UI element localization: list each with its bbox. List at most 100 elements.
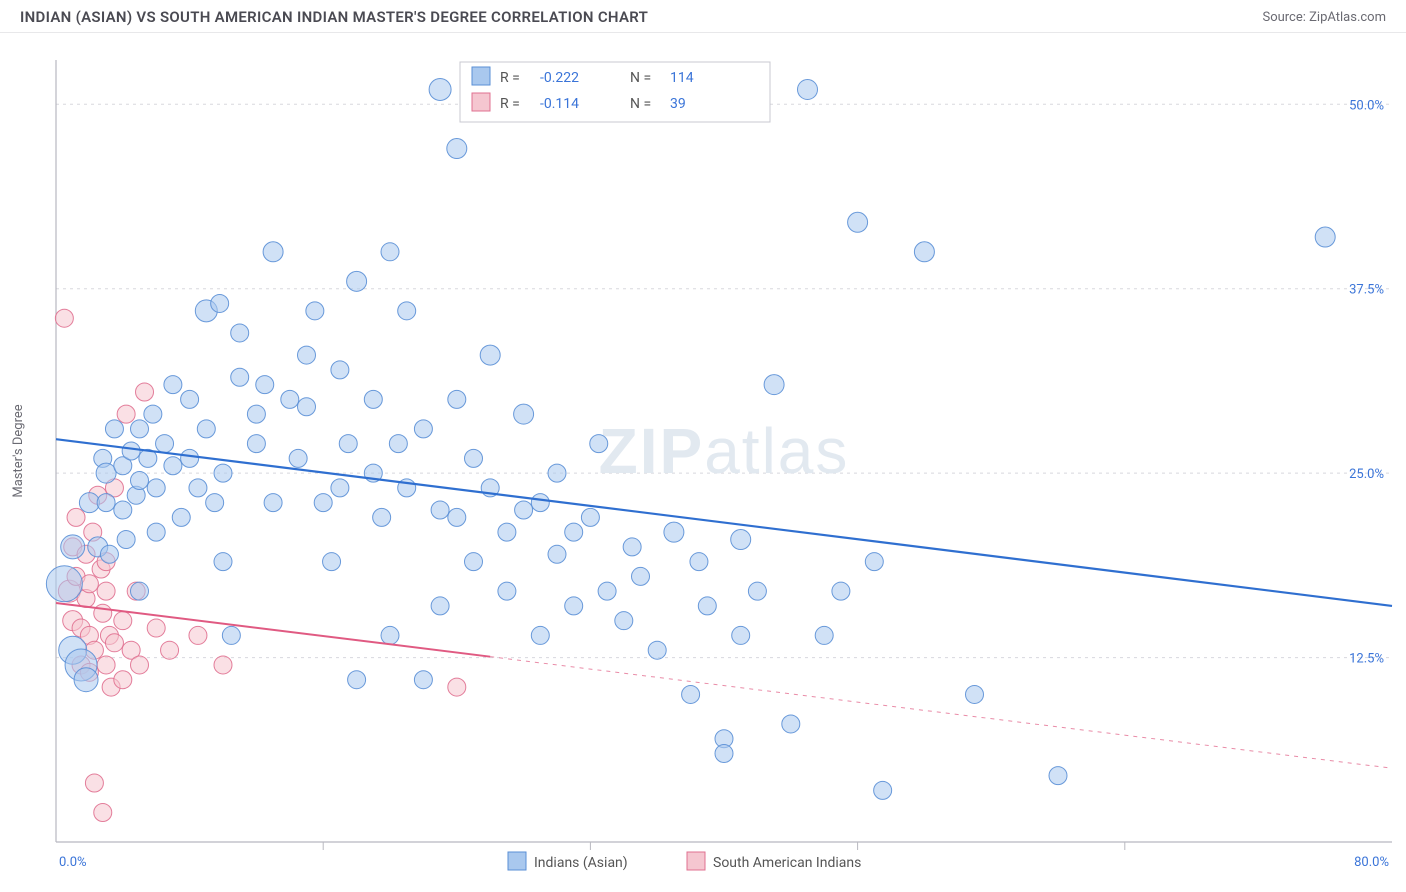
data-point <box>815 626 833 644</box>
data-point <box>581 508 599 526</box>
data-point <box>206 494 224 512</box>
data-point <box>147 523 165 541</box>
data-point <box>298 346 316 364</box>
data-point <box>161 641 179 659</box>
data-point <box>764 375 784 395</box>
data-point <box>117 531 135 549</box>
data-point <box>715 744 733 762</box>
data-point <box>698 597 716 615</box>
data-point <box>331 361 349 379</box>
chart-title: INDIAN (ASIAN) VS SOUTH AMERICAN INDIAN … <box>20 8 648 26</box>
legend-series-label: South American Indians <box>713 855 861 871</box>
data-point <box>381 626 399 644</box>
data-point <box>181 390 199 408</box>
data-point <box>465 553 483 571</box>
data-point <box>664 522 684 542</box>
data-point <box>211 294 229 312</box>
legend-r-label: R = <box>500 70 520 86</box>
data-point <box>381 243 399 261</box>
legend-swatch <box>687 852 705 870</box>
data-point <box>131 420 149 438</box>
data-point <box>448 390 466 408</box>
data-point <box>548 545 566 563</box>
y-tick-label: 12.5% <box>1349 652 1384 667</box>
data-point <box>97 494 115 512</box>
data-point <box>263 242 283 262</box>
data-point <box>389 435 407 453</box>
data-point <box>147 479 165 497</box>
data-point <box>114 612 132 630</box>
data-point <box>448 508 466 526</box>
data-point <box>131 472 149 490</box>
data-point <box>690 553 708 571</box>
y-axis-label: Master's Degree <box>11 404 26 497</box>
legend-swatch <box>472 93 490 111</box>
data-point <box>264 494 282 512</box>
data-point <box>306 302 324 320</box>
data-point <box>55 309 73 327</box>
data-point <box>97 582 115 600</box>
legend-r-label: R = <box>500 96 520 112</box>
y-tick-label: 37.5% <box>1349 283 1384 298</box>
data-point <box>798 80 818 100</box>
data-point <box>156 435 174 453</box>
data-point <box>172 508 190 526</box>
chart-area: 12.5%25.0%37.5%50.0%ZIPatlasMaster's Deg… <box>0 36 1406 892</box>
legend-n-value: 39 <box>670 96 686 112</box>
data-point <box>531 494 549 512</box>
data-point <box>498 523 516 541</box>
data-point <box>914 242 934 262</box>
data-point <box>565 523 583 541</box>
data-point <box>1049 767 1067 785</box>
source-credit: Source: ZipAtlas.com <box>1262 10 1386 25</box>
data-point <box>247 405 265 423</box>
data-point <box>136 383 154 401</box>
data-point <box>96 463 116 483</box>
data-point <box>480 345 500 365</box>
source-link[interactable]: ZipAtlas.com <box>1309 10 1386 25</box>
data-point <box>105 634 123 652</box>
data-point <box>256 376 274 394</box>
data-point <box>515 501 533 519</box>
data-point <box>414 671 432 689</box>
data-point <box>565 597 583 615</box>
data-point <box>431 597 449 615</box>
data-point <box>147 619 165 637</box>
data-point <box>105 420 123 438</box>
data-point <box>231 324 249 342</box>
data-point <box>189 626 207 644</box>
data-point <box>314 494 332 512</box>
data-point <box>100 545 118 563</box>
data-point <box>548 464 566 482</box>
scatter-chart: 12.5%25.0%37.5%50.0%ZIPatlasMaster's Deg… <box>0 36 1406 892</box>
data-point <box>114 501 132 519</box>
data-point <box>732 626 750 644</box>
data-point <box>615 612 633 630</box>
data-point <box>782 715 800 733</box>
data-point <box>80 575 98 593</box>
data-point <box>514 404 534 424</box>
data-point <box>231 368 249 386</box>
data-point <box>347 271 367 291</box>
data-point <box>590 435 608 453</box>
legend-swatch <box>472 67 490 85</box>
data-point <box>222 626 240 644</box>
data-point <box>214 553 232 571</box>
data-point <box>348 671 366 689</box>
legend-n-value: 114 <box>670 70 694 86</box>
data-point <box>331 479 349 497</box>
data-point <box>74 668 98 692</box>
data-point <box>447 139 467 159</box>
data-point <box>114 671 132 689</box>
legend-n-label: N = <box>630 70 651 86</box>
data-point <box>339 435 357 453</box>
data-point <box>682 685 700 703</box>
legend-r-value: -0.222 <box>540 70 579 86</box>
data-point <box>164 457 182 475</box>
x-tick-label: 80.0% <box>1354 855 1389 870</box>
data-point <box>94 803 112 821</box>
data-point <box>373 508 391 526</box>
data-point <box>122 442 140 460</box>
data-point <box>131 656 149 674</box>
data-point <box>966 685 984 703</box>
